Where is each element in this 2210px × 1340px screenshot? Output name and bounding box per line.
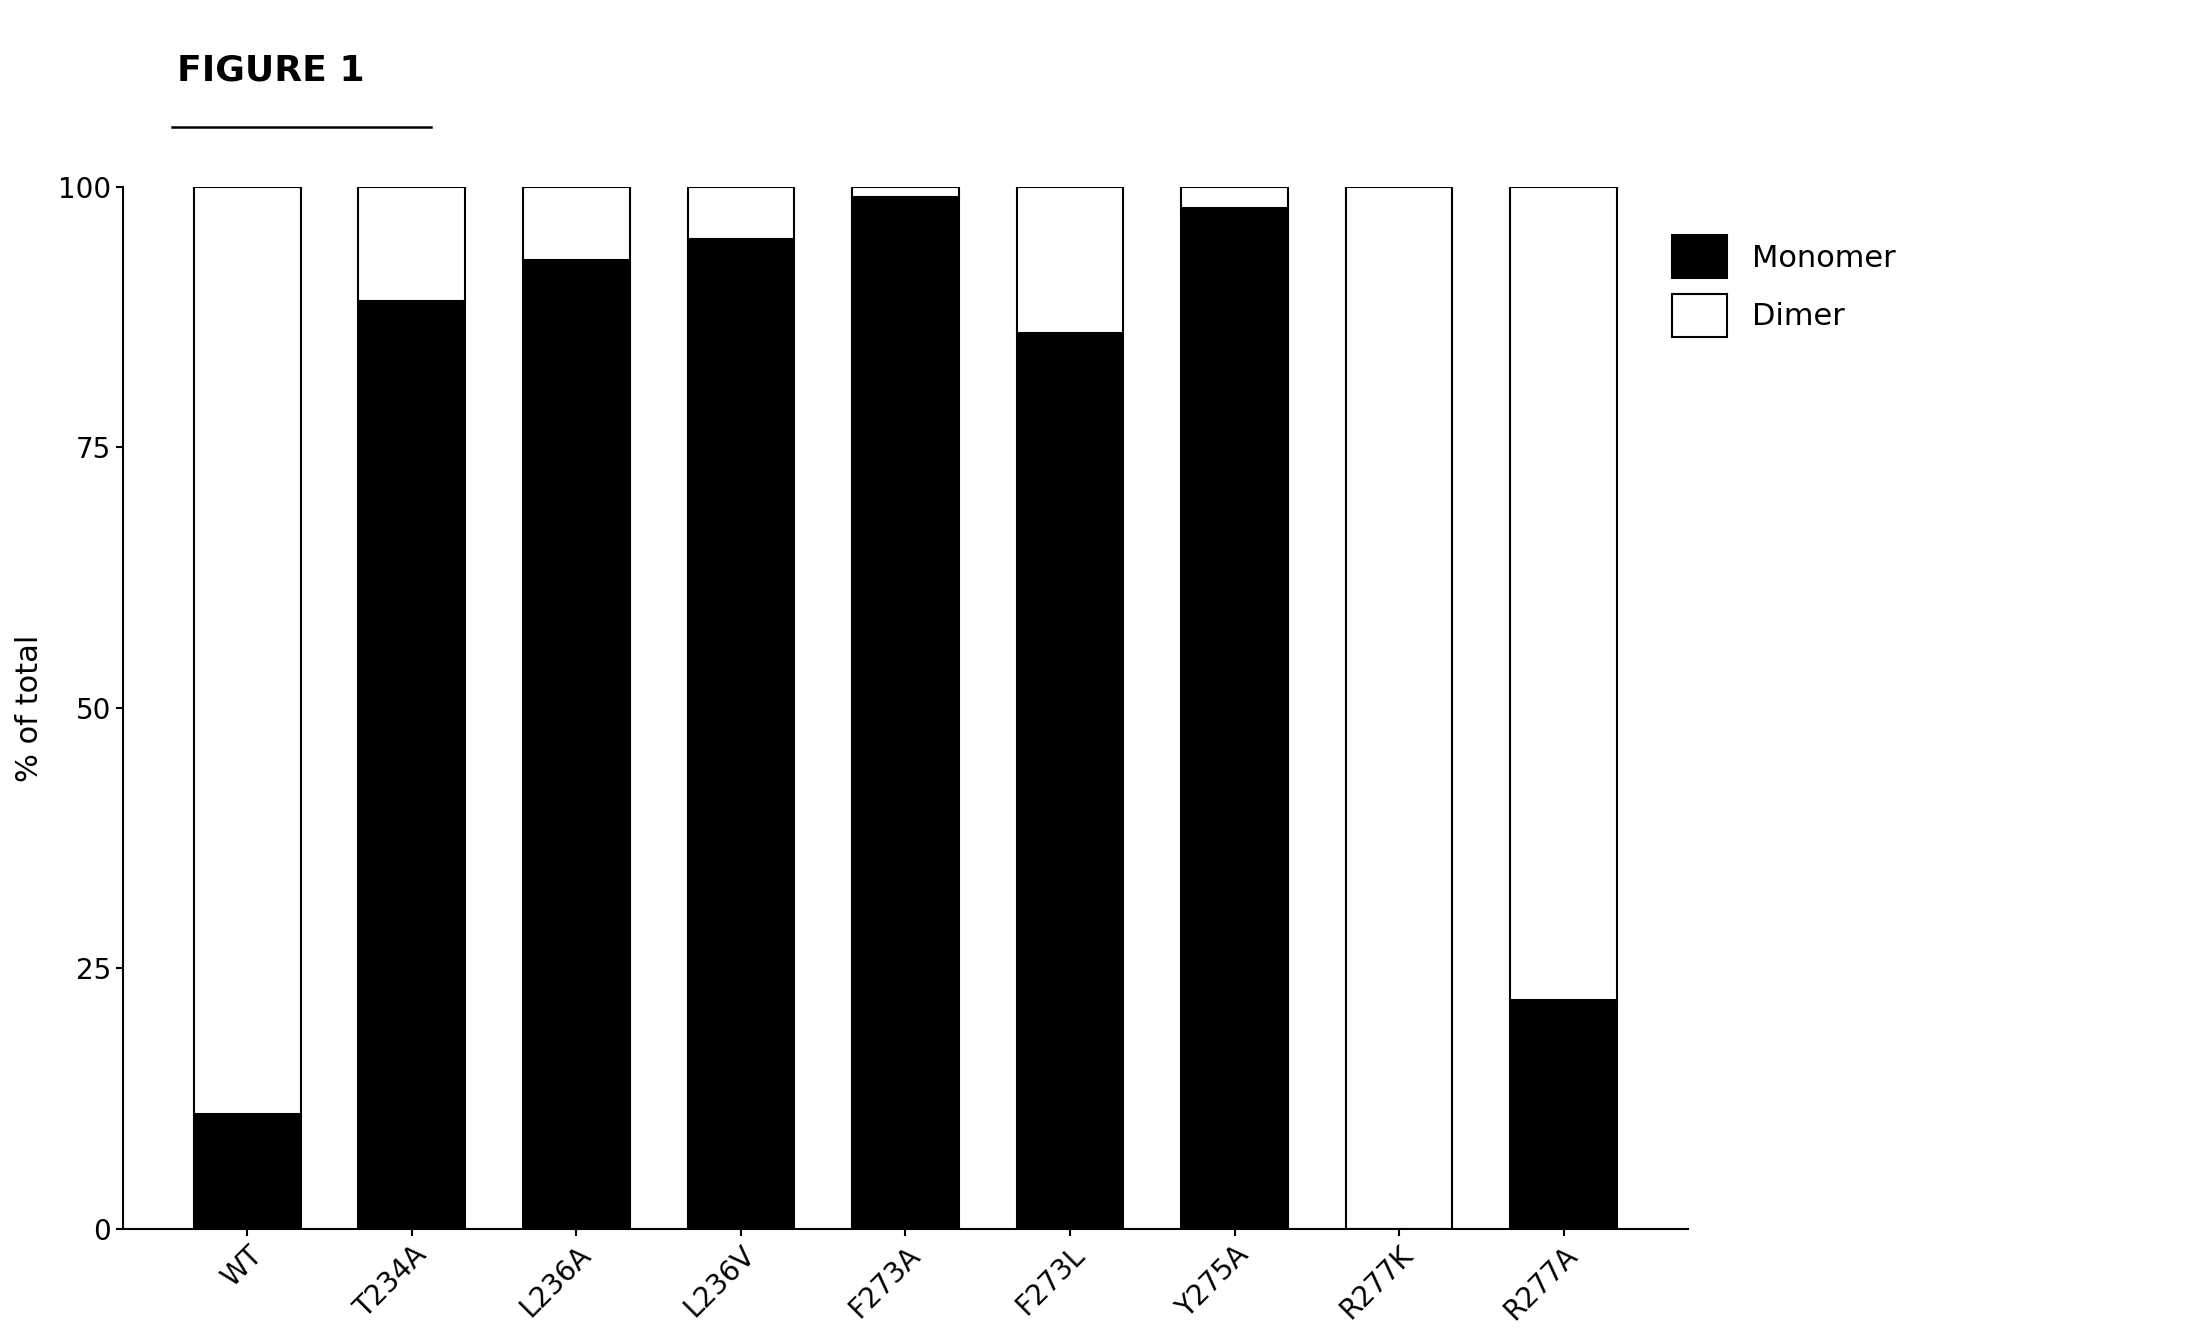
Y-axis label: % of total: % of total	[15, 634, 44, 781]
Bar	[687, 186, 793, 239]
Bar	[1180, 208, 1288, 1229]
Bar	[358, 302, 466, 1229]
Bar	[1509, 186, 1618, 1000]
Bar	[194, 186, 301, 1115]
Bar	[358, 186, 466, 302]
Bar	[524, 260, 630, 1229]
Bar	[1017, 186, 1123, 332]
Bar	[1017, 332, 1123, 1229]
Bar	[687, 239, 793, 1229]
Bar	[524, 186, 630, 260]
Text: FIGURE 1: FIGURE 1	[177, 54, 365, 87]
Bar	[1509, 1000, 1618, 1229]
Bar	[194, 1115, 301, 1229]
Bar	[1346, 186, 1452, 1229]
Bar	[1180, 186, 1288, 208]
Legend: Monomer, Dimer: Monomer, Dimer	[1660, 222, 1907, 350]
Bar	[853, 197, 959, 1229]
Bar	[853, 186, 959, 197]
